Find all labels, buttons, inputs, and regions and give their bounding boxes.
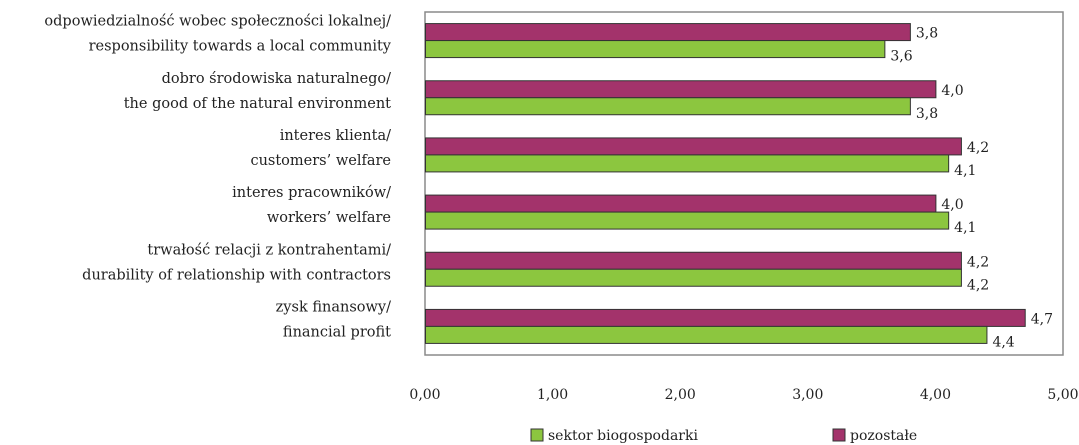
- bar-pozosta-e: [425, 80, 937, 99]
- data-label-pozosta-e: 3,8: [916, 26, 938, 42]
- x-tick-label: 0,00: [409, 387, 440, 403]
- category-label-line1: zysk finansowy/: [276, 299, 391, 315]
- data-label-sektor-biogospodarki: 4,2: [967, 277, 989, 293]
- category-label-line1: dobro środowiska naturalnego/: [162, 71, 392, 87]
- data-label-sektor-biogospodarki: 4,1: [954, 220, 976, 236]
- data-label-pozosta-e: 4,2: [967, 140, 989, 156]
- legend-label-pozosta-e: pozostałe: [850, 428, 917, 444]
- bars: [425, 23, 1026, 344]
- bar-sektor-biogospodarki: [425, 211, 950, 230]
- legend-swatch-pozosta-e: [832, 428, 846, 442]
- data-label-sektor-biogospodarki: 3,6: [890, 49, 912, 65]
- data-label-pozosta-e: 4,7: [1031, 311, 1053, 327]
- category-label-line2: financial profit: [283, 324, 391, 340]
- category-label-line2: durability of relationship with contract…: [82, 267, 391, 283]
- category-labels: odpowiedzialność wobec społeczności loka…: [44, 14, 391, 341]
- category-label-line2: responsibility towards a local community: [89, 39, 392, 55]
- x-tick-label: 2,00: [665, 387, 696, 403]
- x-axis-ticks: 0,00 1,00 2,00 3,00 4,00 5,00: [409, 387, 1078, 403]
- category-label-line2: workers’ welfare: [267, 210, 391, 226]
- category-label-line1: trwałość relacji z kontrahentami/: [147, 242, 391, 258]
- bar-pozosta-e: [425, 137, 962, 156]
- bar-sektor-biogospodarki: [425, 40, 886, 59]
- data-labels: 3,83,64,03,84,24,14,04,14,24,24,74,4: [890, 26, 1053, 351]
- bar-sektor-biogospodarki: [425, 268, 962, 287]
- data-label-sektor-biogospodarki: 4,4: [992, 334, 1014, 350]
- x-tick-label: 3,00: [792, 387, 823, 403]
- plot-frame: [424, 11, 1064, 356]
- category-label-line1: odpowiedzialność wobec społeczności loka…: [44, 14, 391, 30]
- category-label-line2: the good of the natural environment: [124, 96, 391, 112]
- x-tick-label: 4,00: [920, 387, 951, 403]
- bar-pozosta-e: [425, 251, 962, 270]
- bar-sektor-biogospodarki: [425, 154, 950, 173]
- data-label-sektor-biogospodarki: 4,1: [954, 163, 976, 179]
- x-tick-label: 5,00: [1047, 387, 1078, 403]
- bar-sektor-biogospodarki: [425, 325, 988, 344]
- legend: sektor biogospodarki pozostałe: [530, 428, 917, 444]
- bar-sektor-biogospodarki: [425, 97, 911, 116]
- x-tick-label: 1,00: [537, 387, 568, 403]
- category-label-line1: interes pracowników/: [232, 185, 391, 201]
- legend-swatch-sektor-biogospodarki: [530, 428, 544, 442]
- data-label-pozosta-e: 4,2: [967, 254, 989, 270]
- bar-pozosta-e: [425, 23, 911, 42]
- legend-label-sektor-biogospodarki: sektor biogospodarki: [548, 428, 698, 444]
- data-label-pozosta-e: 4,0: [941, 83, 963, 99]
- data-label-sektor-biogospodarki: 3,8: [916, 106, 938, 122]
- data-label-pozosta-e: 4,0: [941, 197, 963, 213]
- category-label-line2: customers’ welfare: [250, 153, 391, 169]
- bar-pozosta-e: [425, 308, 1026, 327]
- category-label-line1: interes klienta/: [280, 128, 391, 144]
- bar-pozosta-e: [425, 194, 937, 213]
